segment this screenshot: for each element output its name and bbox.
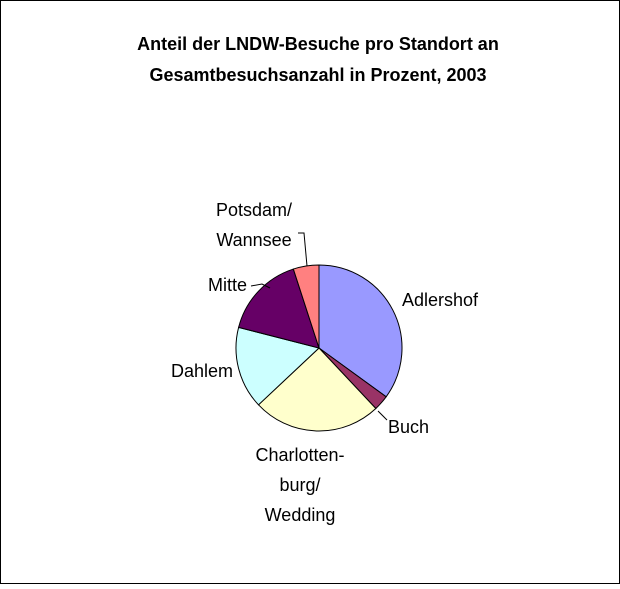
slice-label-charlottenburg-wedding-line-2: burg/ bbox=[279, 475, 320, 495]
leader-line-potsdam-wannsee bbox=[298, 232, 308, 267]
pie-slices bbox=[235, 264, 403, 432]
slice-label-potsdam-wannsee-line-2: Wannsee bbox=[216, 230, 291, 250]
slice-label-mitte-line-1: Mitte bbox=[208, 275, 247, 295]
chart-title-line-1: Anteil der LNDW-Besuche pro Standort an bbox=[137, 34, 499, 54]
slice-label-charlottenburg-wedding-line-1: Charlotten- bbox=[255, 445, 344, 465]
pie-slice-charlottenburg-wedding bbox=[257, 347, 377, 432]
leader-line-mitte bbox=[250, 283, 271, 289]
leader-lines bbox=[250, 232, 388, 421]
pie-slice-potsdam-wannsee bbox=[292, 264, 320, 349]
pie-slice-mitte bbox=[238, 268, 320, 349]
slice-label-buch-line-1: Buch bbox=[388, 417, 429, 437]
slice-label-potsdam-wannsee-line-1: Potsdam/ bbox=[216, 200, 292, 220]
slice-label-adlershof-line-1: Adlershof bbox=[402, 290, 479, 310]
leader-line-buch bbox=[377, 410, 388, 421]
pie-slice-adlershof bbox=[318, 264, 403, 398]
slice-label-dahlem-line-1: Dahlem bbox=[171, 361, 233, 381]
slice-labels: Adlershof Buch Charlotten-burg/Wedding Dahl… bbox=[171, 200, 479, 525]
chart-title-line-2: Gesamtbesuchsanzahl in Prozent, 2003 bbox=[149, 65, 486, 85]
pie-slice-dahlem bbox=[235, 326, 321, 406]
slice-label-charlottenburg-wedding-line-3: Wedding bbox=[265, 505, 336, 525]
